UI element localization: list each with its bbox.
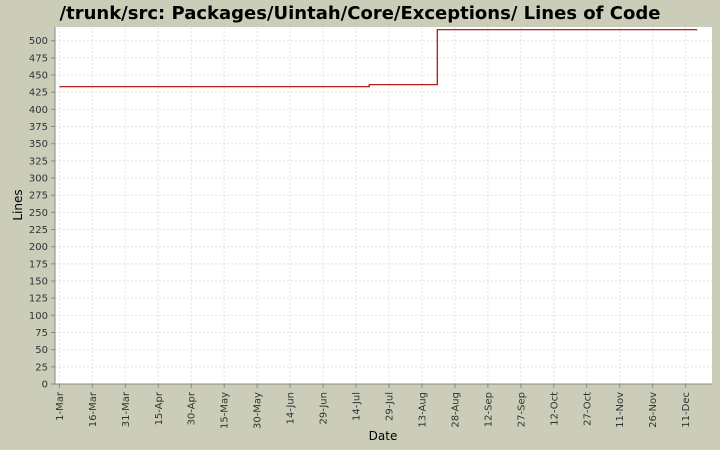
y-tick-label: 150 — [29, 277, 48, 288]
x-tick-label: 30-May — [253, 392, 264, 429]
x-tick-label: 30-Apr — [187, 391, 198, 425]
y-tick-label: 500 — [29, 36, 48, 47]
x-tick-label: 28-Aug — [450, 392, 461, 428]
y-axis-label: Lines — [11, 189, 25, 220]
x-axis-label: Date — [369, 429, 398, 443]
x-tick-label: 26-Nov — [648, 392, 659, 428]
y-tick-label: 75 — [35, 328, 48, 339]
x-tick-label: 29-Jul — [384, 392, 395, 421]
x-tick-label: 14-Jul — [352, 392, 363, 421]
y-tick-label: 225 — [29, 225, 48, 236]
axes: 0 25 50 75 100 125 150 175 200 225 250 275 300 325 350… — [29, 27, 712, 429]
y-tick-label: 300 — [29, 174, 48, 185]
x-tick-label: 15-May — [220, 392, 231, 429]
chart-title: /trunk/src: Packages/Uintah/Core/Excepti… — [60, 3, 661, 24]
y-tick-label: 325 — [29, 156, 48, 167]
y-tick-label: 400 — [29, 105, 48, 116]
y-tick-label: 25 — [35, 362, 48, 373]
y-tick-label: 450 — [29, 71, 48, 82]
grid-lines — [55, 27, 712, 385]
x-tick-label: 16-Mar — [88, 391, 99, 427]
x-tick-label: 14-Jun — [286, 392, 297, 425]
y-tick-label: 50 — [35, 345, 48, 356]
x-tick-label: 15-Apr — [154, 391, 165, 425]
x-tick-label: 1-Mar — [55, 391, 66, 421]
x-tick-label: 13-Aug — [417, 392, 428, 428]
y-tick-label: 475 — [29, 53, 48, 64]
y-tick-label: 375 — [29, 122, 48, 133]
y-tick-label: 350 — [29, 139, 48, 150]
x-tick-label: 12-Oct — [549, 392, 560, 426]
x-tick-label: 11-Dec — [681, 392, 692, 428]
y-tick-label: 275 — [29, 191, 48, 202]
y-tick-label: 100 — [29, 311, 48, 322]
x-tick-label: 11-Nov — [615, 392, 626, 428]
y-tick-label: 175 — [29, 259, 48, 270]
x-tick-label: 12-Sep — [483, 392, 494, 427]
x-tick-label: 29-Jun — [319, 392, 330, 425]
plot-area — [55, 27, 712, 384]
y-tick-label: 0 — [42, 380, 48, 391]
y-tick-label: 250 — [29, 208, 48, 219]
series-layer — [59, 29, 698, 88]
x-tick-label: 27-Oct — [582, 392, 593, 426]
y-tick-label: 200 — [29, 242, 48, 253]
x-tick-label: 27-Sep — [516, 392, 527, 427]
y-tick-label: 425 — [29, 88, 48, 99]
series-line — [59, 29, 698, 88]
x-tick-label: 31-Mar — [121, 391, 132, 427]
y-tick-label: 125 — [29, 294, 48, 305]
